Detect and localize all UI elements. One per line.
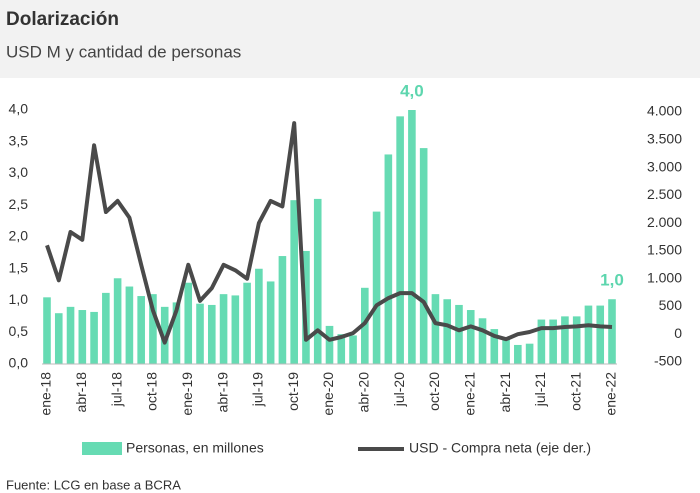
line	[45, 121, 613, 345]
bar	[372, 211, 381, 364]
bar	[278, 256, 287, 364]
y2-tick-label: -500	[654, 353, 682, 369]
bar	[325, 325, 334, 364]
bar	[172, 302, 181, 364]
bar	[290, 200, 298, 364]
data-label: 4,0	[400, 81, 424, 100]
y2-tick-label: 2.000	[647, 214, 682, 230]
y-tick-label: 1,5	[9, 259, 29, 275]
bar	[549, 319, 557, 364]
y2-tick-label: 3.500	[647, 130, 682, 146]
x-tick-label: jul-20	[391, 372, 407, 407]
y2-tick-label: 500	[659, 297, 683, 313]
bar	[43, 297, 51, 364]
y2-tick-label: 0	[674, 325, 682, 341]
x-tick-label: oct-19	[285, 372, 301, 411]
y-tick-label: 0,0	[9, 355, 29, 371]
y-tick-label: 3,0	[9, 164, 29, 180]
x-tick-label: ene-20	[320, 372, 336, 416]
bar	[561, 316, 569, 364]
bar	[361, 287, 369, 364]
data-label: 1,0	[600, 271, 624, 290]
x-tick-label: oct-18	[144, 372, 160, 411]
bar	[608, 299, 616, 364]
bar	[113, 278, 122, 364]
x-tick-label: ene-22	[603, 372, 619, 416]
y2-tick-label: 2.500	[647, 186, 682, 202]
bar	[431, 294, 440, 364]
bar	[419, 148, 428, 364]
y-tick-label: 0,5	[9, 323, 29, 339]
bar	[102, 292, 110, 364]
bar	[455, 304, 463, 364]
bar	[160, 306, 169, 364]
x-tick-label: abr-20	[356, 372, 372, 413]
bar	[90, 311, 98, 364]
x-tick-label: ene-19	[179, 372, 195, 416]
x-tick-label: ene-21	[461, 372, 477, 416]
bar	[537, 319, 546, 364]
bar	[219, 294, 228, 364]
bar	[502, 337, 510, 364]
bar	[443, 299, 452, 364]
bar	[384, 154, 393, 364]
bar	[490, 329, 499, 364]
bar	[231, 295, 240, 364]
bar	[337, 334, 346, 364]
bar	[137, 296, 145, 364]
x-tick-label: abr-21	[497, 372, 513, 413]
bar	[525, 343, 534, 364]
y-tick-label: 1,0	[9, 291, 29, 307]
y-tick-label: 3,5	[9, 132, 29, 148]
x-tick-label: jul-19	[250, 372, 266, 407]
y-tick-label: 2,0	[9, 228, 29, 244]
bar	[408, 110, 416, 364]
bar	[66, 306, 75, 364]
bar	[466, 310, 475, 364]
bar	[514, 344, 522, 364]
bar	[54, 313, 63, 364]
x-tick-label: ene-18	[38, 372, 54, 416]
source: Fuente: LCG en base a BCRA	[6, 477, 181, 492]
bar	[266, 281, 275, 364]
bar	[196, 303, 204, 364]
y2-tick-label: 1.000	[647, 269, 682, 285]
x-tick-label: oct-21	[567, 372, 583, 411]
legend-label: USD - Compra neta (eje der.)	[409, 440, 591, 456]
bar	[149, 294, 157, 364]
x-tick-label: abr-19	[214, 372, 230, 413]
legend-swatch	[82, 442, 122, 455]
bar	[584, 305, 593, 364]
x-tick-label: abr-18	[73, 372, 89, 413]
x-tick-label: jul-21	[532, 372, 548, 407]
bar	[396, 116, 404, 364]
bar	[478, 318, 487, 364]
x-tick-label: oct-20	[426, 372, 442, 411]
legend-label: Personas, en millones	[126, 440, 264, 456]
bar	[596, 305, 605, 364]
bar	[349, 335, 357, 364]
chart-title: Dolarización	[6, 9, 119, 30]
bar	[184, 282, 193, 364]
y2-tick-label: 1.500	[647, 242, 682, 258]
header-band	[0, 0, 700, 78]
bar	[207, 304, 216, 364]
y2-tick-label: 4.000	[647, 103, 682, 119]
y2-tick-label: 3.000	[647, 158, 682, 174]
y-tick-label: 4,0	[9, 101, 29, 117]
bar	[255, 268, 263, 364]
chart-subtitle: USD M y cantidad de personas	[6, 42, 241, 61]
bar	[572, 316, 581, 364]
bar	[313, 198, 322, 364]
bar	[243, 282, 251, 364]
x-tick-label: jul-18	[108, 372, 124, 407]
y-tick-label: 2,5	[9, 196, 29, 212]
bar	[125, 286, 134, 364]
bar	[78, 310, 87, 364]
